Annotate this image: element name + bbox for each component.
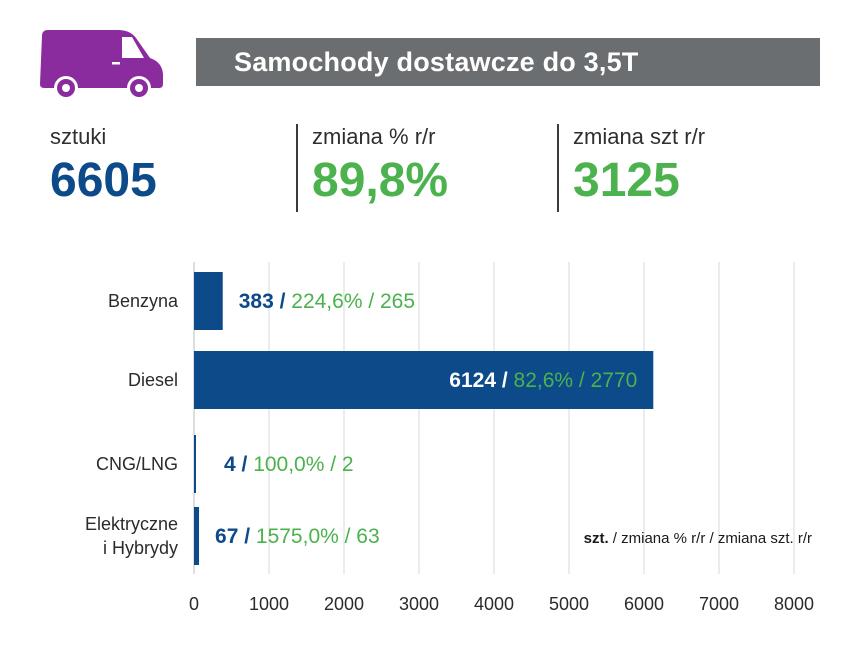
x-tick-label: 5000 bbox=[549, 594, 589, 614]
kpi-change-units: zmiana szt r/r 3125 bbox=[573, 124, 705, 210]
kpi-units-label: sztuki bbox=[50, 124, 107, 149]
x-tick-label: 3000 bbox=[399, 594, 439, 614]
data-label: 6124 / 82,6% / 2770 bbox=[449, 369, 637, 392]
x-tick-label: 1000 bbox=[249, 594, 289, 614]
kpi-change-units-value: 3125 bbox=[573, 154, 680, 207]
bar bbox=[194, 507, 200, 565]
bar bbox=[194, 272, 223, 330]
van-icon bbox=[40, 30, 163, 100]
data-label-change: 1575,0% / 63 bbox=[256, 525, 380, 548]
data-label-value: 383 / bbox=[239, 290, 292, 313]
x-tick-label: 2000 bbox=[324, 594, 364, 614]
kpi-divider bbox=[557, 124, 559, 212]
data-label-change: 224,6% / 265 bbox=[291, 290, 415, 313]
data-label-change: 82,6% / 2770 bbox=[514, 369, 638, 392]
data-label-value: 67 / bbox=[215, 525, 256, 548]
x-tick-label: 0 bbox=[189, 594, 199, 614]
category-label: Diesel bbox=[128, 370, 178, 390]
x-tick-label: 7000 bbox=[699, 594, 739, 614]
kpi-units-value: 6605 bbox=[50, 154, 157, 207]
bar bbox=[194, 435, 196, 493]
legend-note: szt. / zmiana % r/r / zmiana szt. r/r bbox=[584, 530, 812, 547]
data-label: 67 / 1575,0% / 63 bbox=[215, 525, 380, 548]
page-title: Samochody dostawcze do 3,5T bbox=[234, 46, 639, 77]
data-label: 4 / 100,0% / 2 bbox=[224, 453, 354, 476]
data-label: 383 / 224,6% / 265 bbox=[239, 290, 415, 313]
x-tick-label: 8000 bbox=[774, 594, 814, 614]
kpi-change-units-label: zmiana szt r/r bbox=[573, 124, 706, 149]
bar bbox=[194, 351, 654, 409]
category-label: CNG/LNG bbox=[96, 454, 178, 474]
category-label: Elektryczne i Hybrydy bbox=[85, 514, 178, 558]
kpi-change-pct-value: 89,8% bbox=[312, 154, 449, 207]
data-label-value: 6124 / bbox=[449, 369, 513, 392]
kpi-units: sztuki 6605 bbox=[50, 124, 157, 210]
data-label-value: 4 / bbox=[224, 453, 253, 476]
kpi-change-pct: zmiana % r/r 89,8% bbox=[312, 124, 448, 210]
kpi-divider bbox=[296, 124, 298, 212]
x-tick-label: 4000 bbox=[474, 594, 514, 614]
category-label: Benzyna bbox=[108, 291, 179, 311]
title-bar: Samochody dostawcze do 3,5T bbox=[196, 38, 820, 86]
x-tick-label: 6000 bbox=[624, 594, 664, 614]
data-label-change: 100,0% / 2 bbox=[253, 453, 353, 476]
kpi-change-pct-label: zmiana % r/r bbox=[312, 124, 436, 149]
